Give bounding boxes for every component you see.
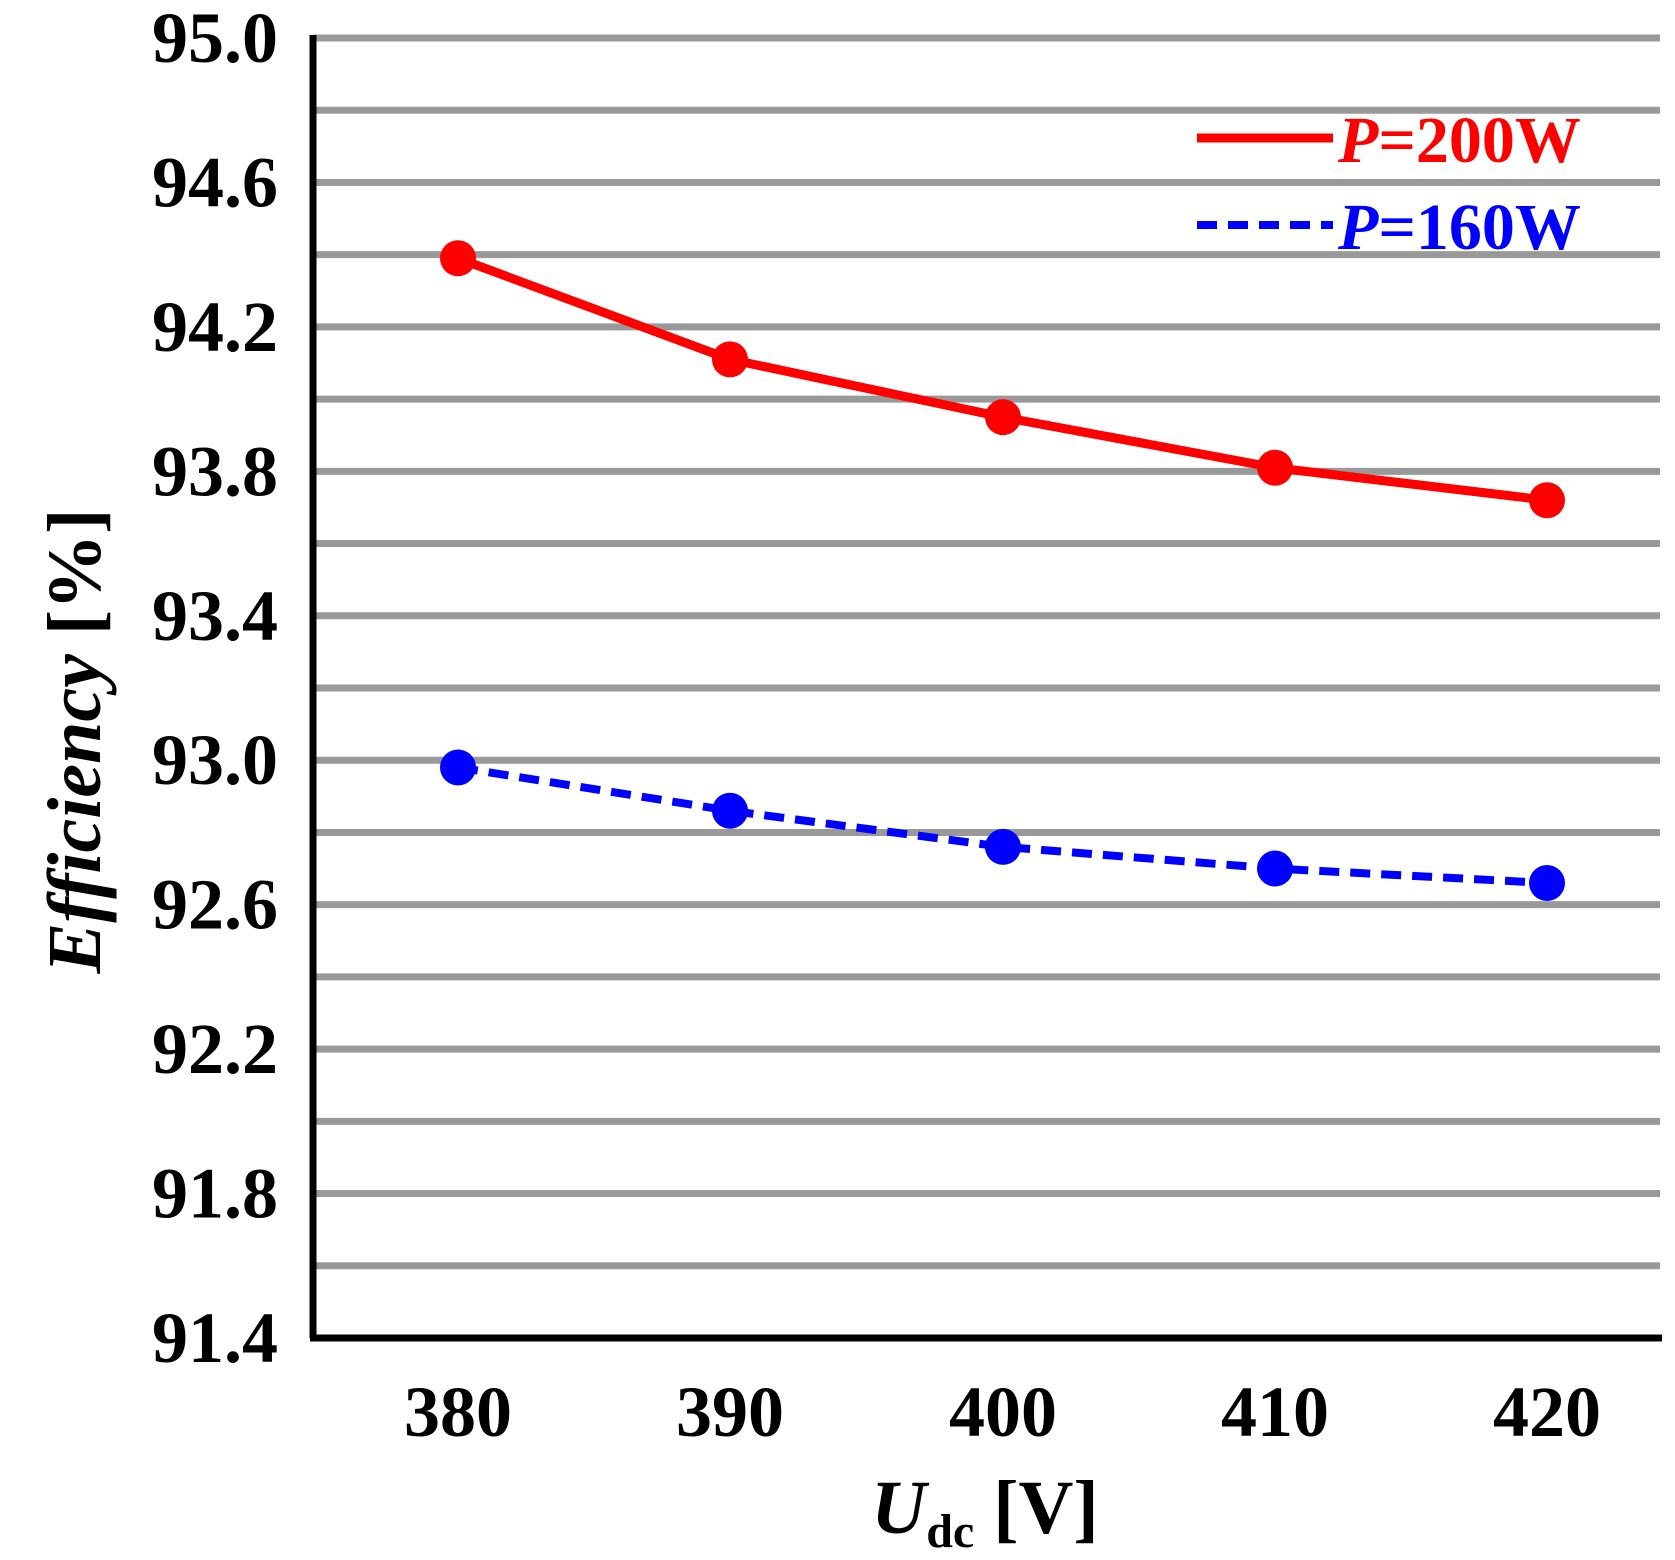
data-point [440,749,476,786]
legend-label-rest: =160W [1378,191,1581,264]
y-tick-label: 93.0 [152,720,278,800]
y-tick-label: 94.2 [152,287,278,367]
data-series [440,240,1565,901]
legend-label-var: P [1337,191,1379,264]
data-point [712,792,748,829]
y-tick-label: 94.6 [152,142,278,222]
y-tick-label: 91.4 [152,1298,278,1378]
x-tick-label: 390 [676,1372,784,1452]
x-axis-title-unit: [V] [974,1466,1099,1550]
y-tick-label: 93.4 [152,576,278,656]
x-axis-title-sub: dc [926,1505,974,1558]
data-point [1257,850,1293,887]
data-point [1529,865,1565,901]
data-point [1257,449,1293,486]
x-tick-label: 410 [1221,1372,1329,1452]
y-axis-title: Efficiency [%] [33,509,117,975]
data-point [985,399,1021,436]
x-axis-title: Udc [V] [871,1466,1098,1558]
y-axis-title-main: Efficiency [33,654,117,975]
x-tick-label: 400 [949,1372,1057,1452]
y-tick-label: 92.2 [152,1009,278,1089]
y-tick-labels: 91.4 91.8 92.2 92.6 93.0 93.4 93.8 94.2 94.6 95.0 [152,0,278,1378]
data-point [440,240,476,277]
legend-label: P=160W [1337,191,1581,264]
x-axis-title-main: U [871,1466,930,1550]
y-tick-label: 92.6 [152,865,278,945]
y-tick-label: 93.8 [152,431,278,511]
series-line [456,254,1548,505]
y-tick-label: 91.8 [152,1154,278,1234]
data-point [985,828,1021,865]
axes [309,35,1662,1342]
legend-label: P=200W [1337,104,1581,177]
data-point [1529,482,1565,519]
legend-label-rest: =200W [1378,104,1581,177]
data-point [712,341,748,378]
x-tick-label: 380 [404,1372,512,1452]
x-tick-labels: 380 390 400 410 420 [404,1372,1601,1452]
series-line [457,763,1548,887]
series-P=200W [440,240,1565,519]
y-tick-label: 95.0 [152,0,278,78]
gridlines [313,34,1660,1270]
series-P=160W [440,749,1565,901]
legend-label-var: P [1337,104,1379,177]
y-axis-title-unit: [%] [33,509,117,655]
x-tick-label: 420 [1493,1372,1601,1452]
